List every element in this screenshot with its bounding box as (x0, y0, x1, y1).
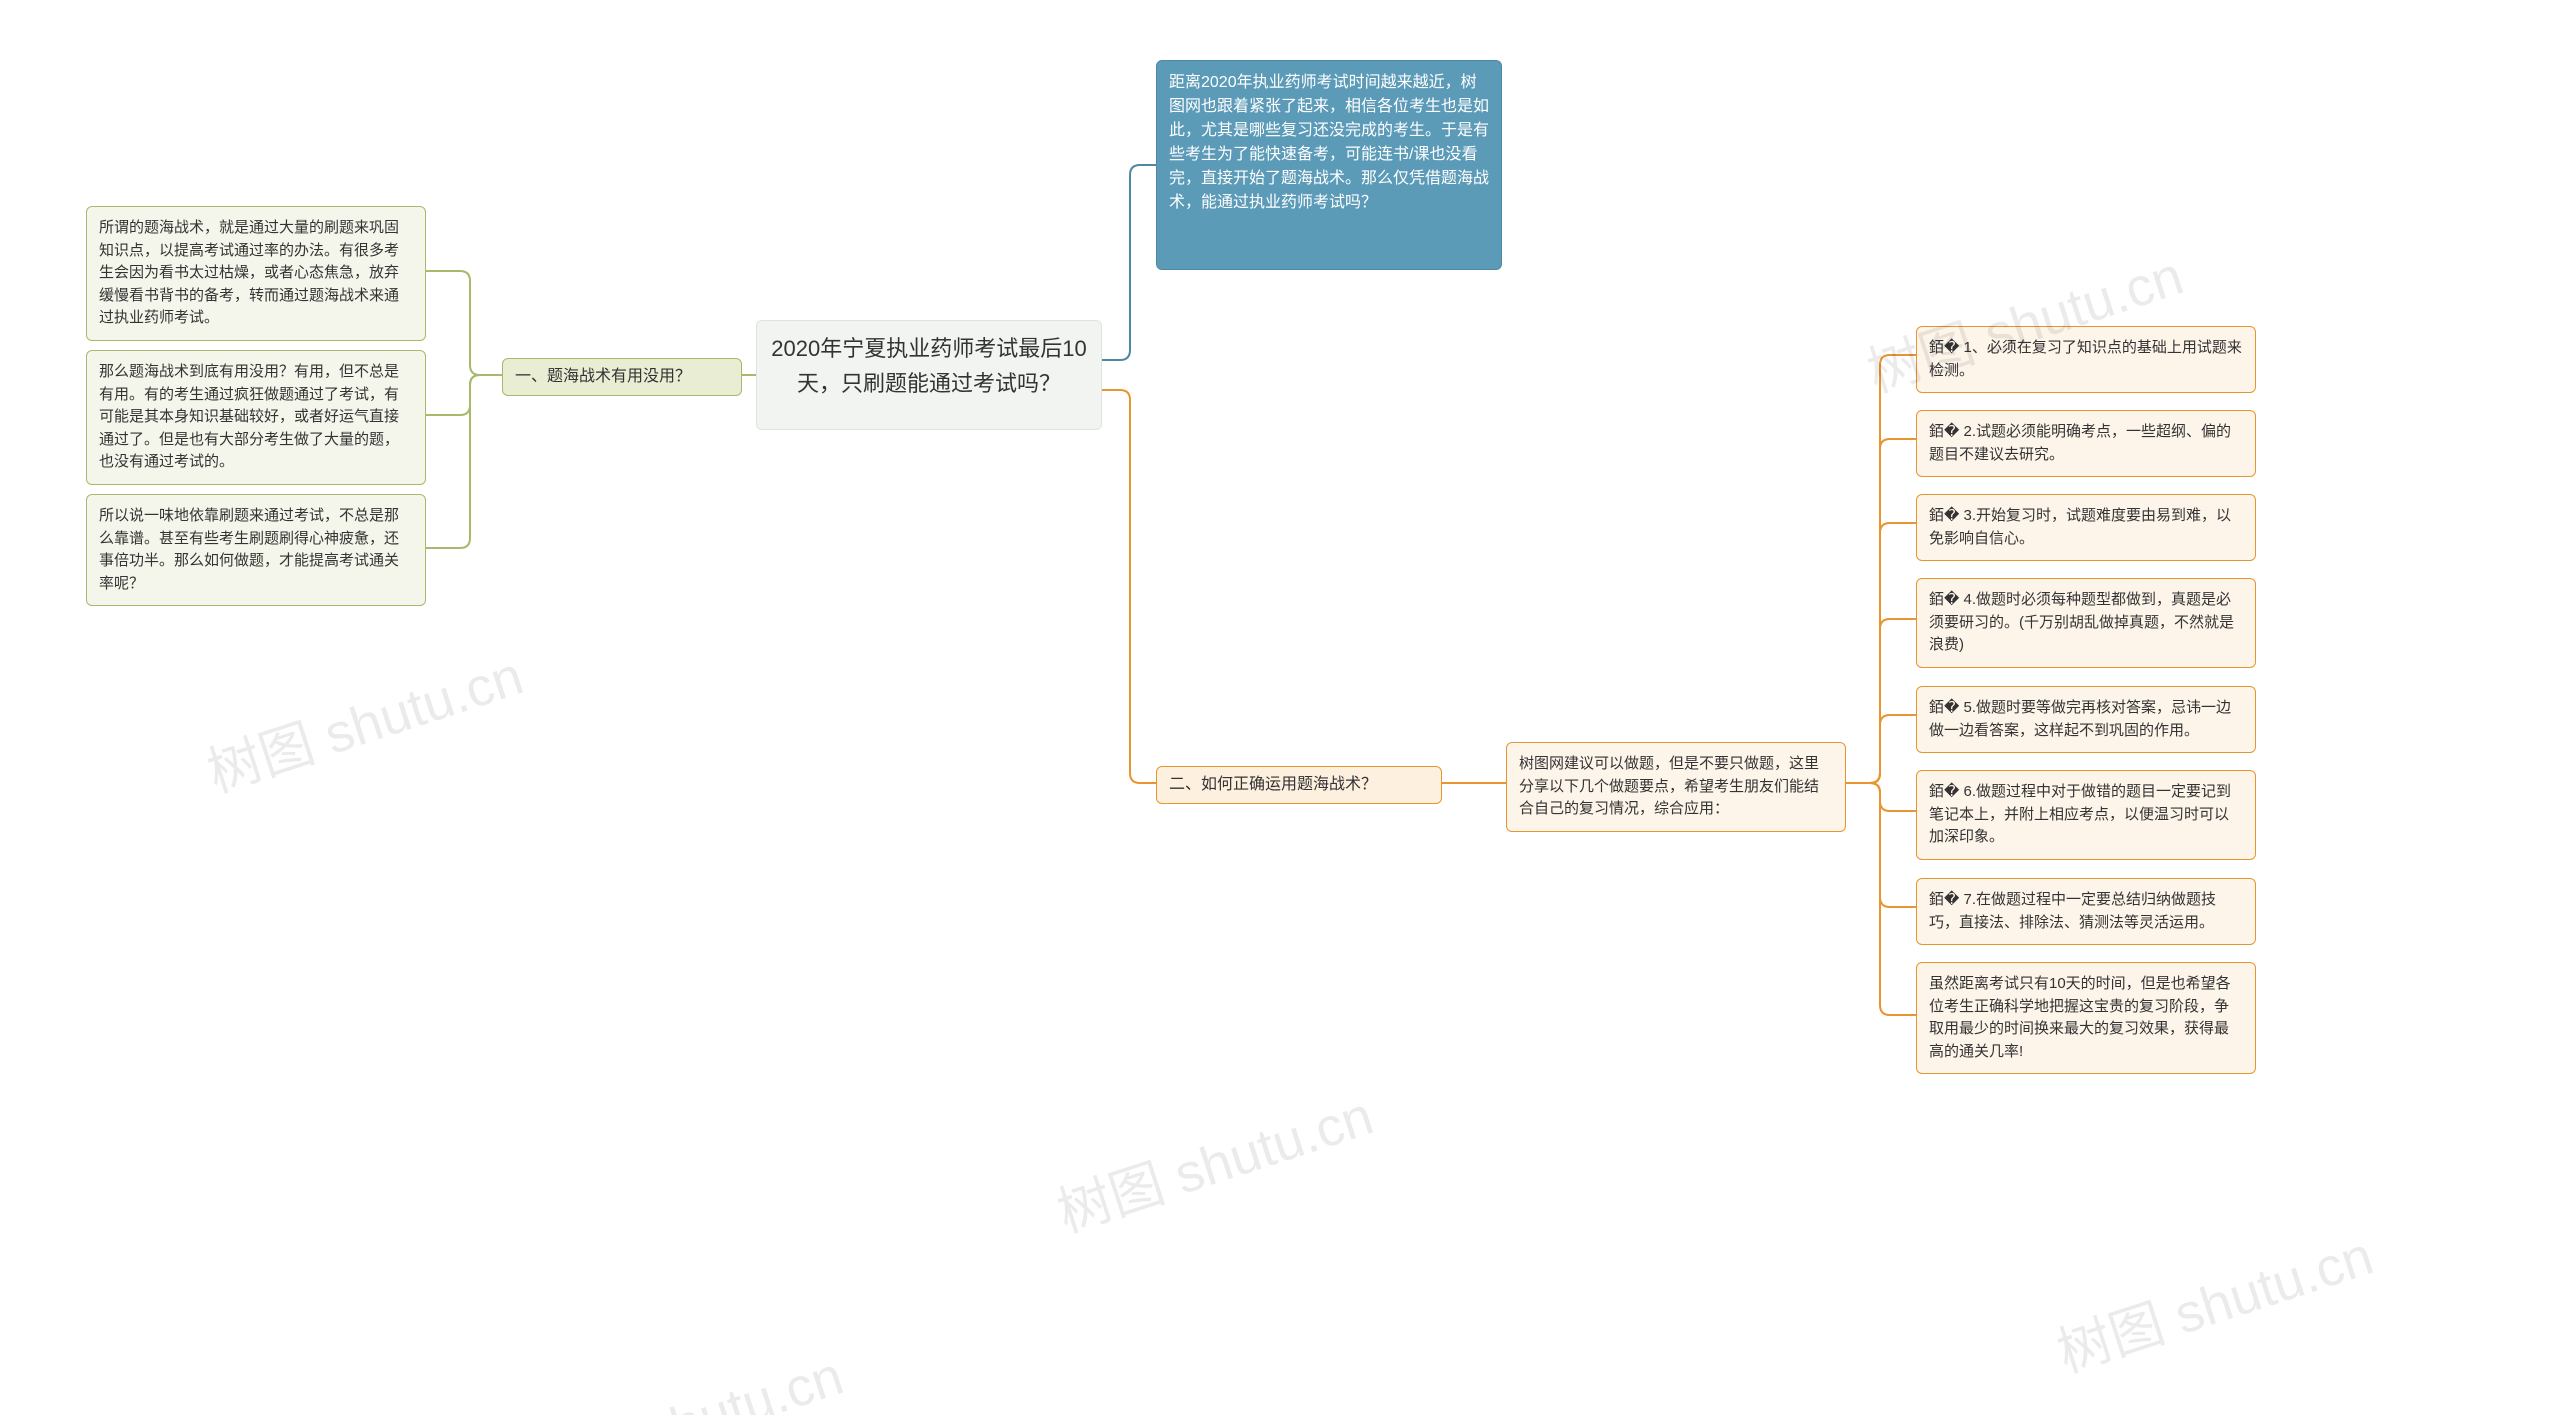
branch-right-child: 銆� 6.做题过程中对于做错的题目一定要记到笔记本上，并附上相应考点，以便温习时… (1916, 770, 2256, 860)
intro-node: 距离2020年执业药师考试时间越来越近，树图网也跟着紧张了起来，相信各位考生也是… (1156, 60, 1502, 270)
connector (426, 271, 502, 375)
branch-right-child: 虽然距离考试只有10天的时间，但是也希望各位考生正确科学地把握这宝贵的复习阶段，… (1916, 962, 2256, 1074)
connector (426, 375, 502, 548)
connector (426, 375, 502, 415)
branch-right-intermediate: 树图网建议可以做题，但是不要只做题，这里分享以下几个做题要点，希望考生朋友们能结… (1506, 742, 1846, 832)
branch-left-title: 一、题海战术有用没用？ (502, 358, 742, 396)
mindmap-center-node: 2020年宁夏执业药师考试最后10天，只刷题能通过考试吗？ (756, 320, 1102, 430)
branch-right-child: 銆� 2.试题必须能明确考点，一些超纲、偏的题目不建议去研究。 (1916, 410, 2256, 477)
connector (1846, 523, 1916, 783)
connector (1846, 715, 1916, 783)
watermark-text: 树图 shutu.cn (2046, 1211, 2382, 1387)
connector (1102, 165, 1156, 360)
branch-left-child: 所以说一味地依靠刷题来通过考试，不总是那么靠谱。甚至有些考生刷题刷得心神疲惫，还… (86, 494, 426, 606)
branch-right-child: 銆� 5.做题时要等做完再核对答案，忌讳一边做一边看答案，这样起不到巩固的作用。 (1916, 686, 2256, 753)
connector (1846, 783, 1916, 907)
connector (1846, 439, 1916, 783)
branch-left-child: 那么题海战术到底有用没用？有用，但不总是有用。有的考生通过疯狂做题通过了考试，有… (86, 350, 426, 485)
branch-right-child: 銆� 7.在做题过程中一定要总结归纳做题技巧，直接法、排除法、猜测法等灵活运用。 (1916, 878, 2256, 945)
watermark-text: 树图 shutu.cn (196, 631, 532, 807)
branch-right-child: 銆� 3.开始复习时，试题难度要由易到难，以免影响自信心。 (1916, 494, 2256, 561)
connector (1846, 783, 1916, 1015)
watermark-text: 树图 shutu.cn (516, 1331, 852, 1415)
connector (1102, 390, 1156, 783)
watermark-text: 树图 shutu.cn (1046, 1071, 1382, 1247)
branch-left-child: 所谓的题海战术，就是通过大量的刷题来巩固知识点，以提高考试通过率的办法。有很多考… (86, 206, 426, 341)
connector (1846, 783, 1916, 811)
branch-right-title: 二、如何正确运用题海战术？ (1156, 766, 1442, 804)
connector (1846, 355, 1916, 783)
branch-right-child: 銆� 4.做题时必须每种题型都做到，真题是必须要研习的。(千万别胡乱做掉真题，不… (1916, 578, 2256, 668)
branch-right-child: 銆� 1、必须在复习了知识点的基础上用试题来检测。 (1916, 326, 2256, 393)
connector (1846, 619, 1916, 783)
